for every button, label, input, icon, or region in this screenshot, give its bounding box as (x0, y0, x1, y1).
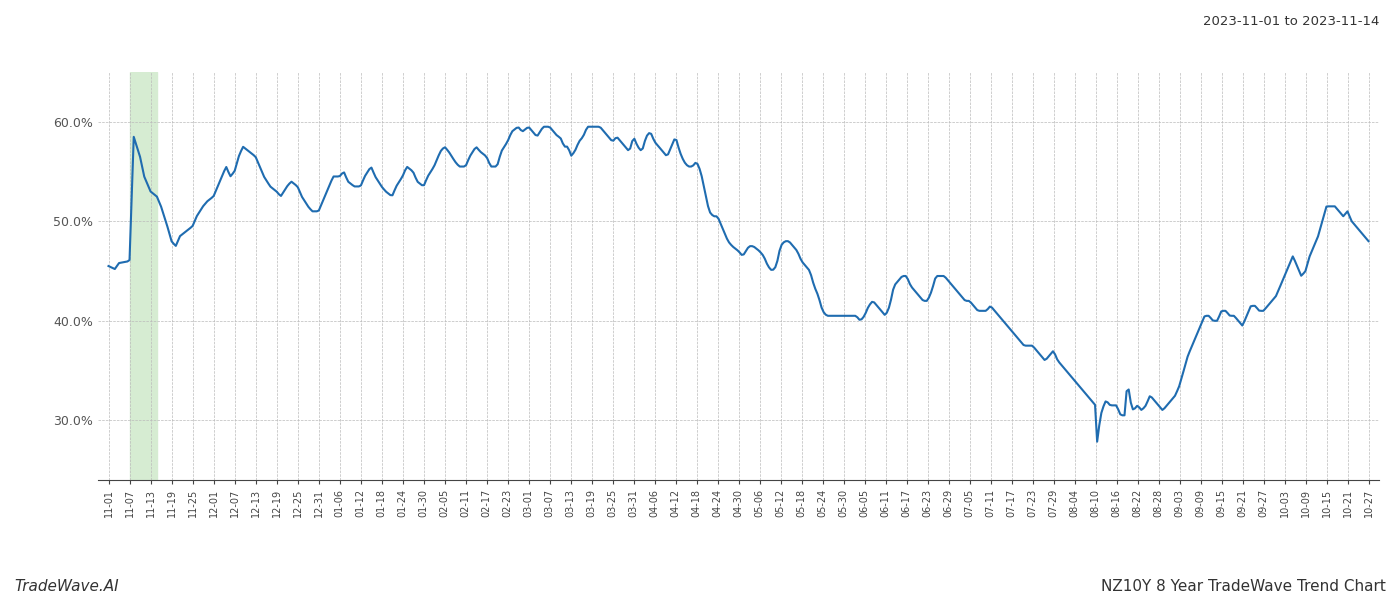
Bar (130, 72, 157, 480)
Text: TradeWave.AI: TradeWave.AI (14, 579, 119, 594)
Text: 2023-11-01 to 2023-11-14: 2023-11-01 to 2023-11-14 (1203, 15, 1379, 28)
Text: NZ10Y 8 Year TradeWave Trend Chart: NZ10Y 8 Year TradeWave Trend Chart (1102, 579, 1386, 594)
